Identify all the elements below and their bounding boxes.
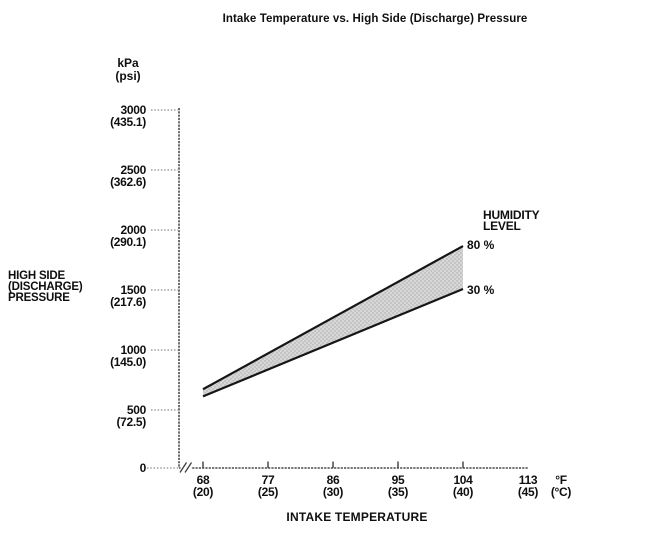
y-tick-label: 1500 (217.6) xyxy=(110,283,146,309)
y-axis-unit-kpa: kPa xyxy=(117,56,139,70)
series-label-30: 30 % xyxy=(467,283,495,297)
x-axis-unit-f: °F xyxy=(555,473,567,487)
axis-break-icon xyxy=(179,462,193,473)
y-tick-label: 1000 (145.0) xyxy=(110,343,146,369)
x-axis-unit: °F (°C) xyxy=(540,474,582,498)
legend-title: HUMIDITY LEVEL xyxy=(483,208,540,233)
x-tick-label: 104 (40) xyxy=(452,473,474,499)
x-tick-label: 86 (30) xyxy=(322,473,344,499)
humidity-line-80 xyxy=(202,245,464,391)
y-tick-label: 0 xyxy=(139,461,147,475)
y-tick-label: 2500 (362.6) xyxy=(110,163,146,189)
series-label-80: 80 % xyxy=(467,238,495,252)
y-axis-unit: kPa (psi) xyxy=(98,57,158,83)
y-axis-unit-psi: (psi) xyxy=(115,69,141,83)
x-tick-label: 77 (25) xyxy=(257,473,279,499)
x-tick-marks xyxy=(202,461,464,468)
y-tick-label: 2000 (290.1) xyxy=(110,223,146,249)
x-axis-unit-c: (°C) xyxy=(550,485,572,499)
y-tick-label: 3000 (435.1) xyxy=(110,103,146,129)
x-axis-title: INTAKE TEMPERATURE xyxy=(286,510,428,524)
y-axis-title: HIGH SIDE (DISCHARGE) PRESSURE xyxy=(8,270,83,304)
humidity-band xyxy=(203,246,463,397)
humidity-line-30 xyxy=(202,287,464,398)
y-tick-marks xyxy=(147,109,178,469)
y-tick-label: 500 (72.5) xyxy=(116,403,146,429)
chart-title: Intake Temperature vs. High Side (Discha… xyxy=(222,13,528,25)
x-tick-label: 113 (45) xyxy=(517,473,539,499)
x-tick-label: 68 (20) xyxy=(192,473,214,499)
x-tick-label: 95 (35) xyxy=(387,473,409,499)
